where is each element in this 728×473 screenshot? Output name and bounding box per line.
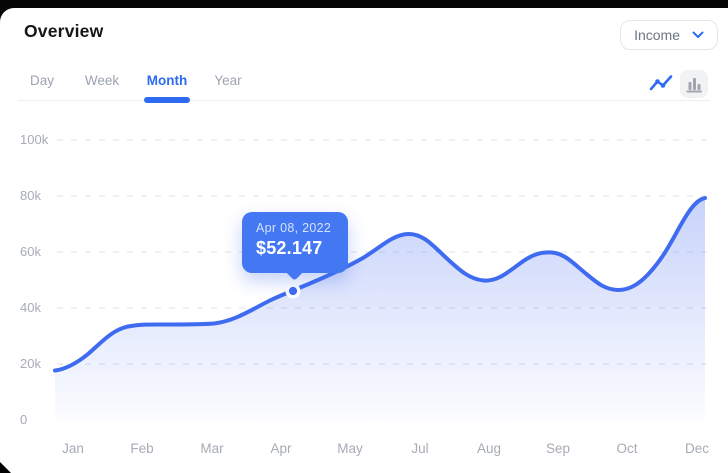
income-select[interactable]: Income	[620, 20, 718, 50]
y-tick: 100k	[20, 132, 49, 147]
tooltip-date: Apr 08, 2022	[256, 221, 332, 235]
y-tick: 20k	[20, 356, 41, 371]
x-tick: Mar	[200, 441, 224, 456]
y-tick: 40k	[20, 300, 41, 315]
active-tab-indicator	[144, 97, 190, 103]
y-tick: 0	[20, 412, 28, 427]
x-tick: Jan	[62, 441, 84, 456]
tab-year[interactable]: Year	[214, 73, 242, 88]
x-tick: Oct	[616, 441, 638, 456]
x-tick: Aug	[476, 441, 502, 456]
chevron-down-icon	[692, 31, 704, 39]
tab-month[interactable]: Month	[146, 73, 188, 88]
income-area-chart[interactable]	[0, 8, 728, 473]
x-tick: Dec	[684, 441, 709, 456]
mouse-cursor	[0, 462, 11, 473]
x-tick: Sep	[545, 441, 571, 456]
x-tick: Jul	[411, 441, 429, 456]
income-line	[53, 196, 707, 373]
y-tick: 60k	[20, 244, 41, 259]
income-select-value: Income	[634, 27, 680, 43]
area-fill	[55, 198, 705, 420]
y-tick: 80k	[20, 188, 41, 203]
x-tick: May	[337, 441, 363, 456]
x-tick: Apr	[270, 441, 292, 456]
tab-week[interactable]: Week	[84, 73, 120, 88]
tab-day[interactable]: Day	[29, 73, 55, 88]
tooltip: Apr 08, 2022 $52.147	[242, 212, 348, 273]
line-chart-icon[interactable]	[648, 70, 674, 96]
highlighted-data-point[interactable]	[285, 283, 301, 299]
x-tick: Feb	[130, 441, 154, 456]
tabs-divider	[18, 100, 710, 101]
tooltip-amount: $52.147	[256, 238, 323, 258]
page-title: Overview	[24, 21, 104, 41]
overview-card: Overview Income Day Week Month Year	[0, 8, 728, 473]
bar-chart-icon[interactable]	[680, 70, 708, 98]
